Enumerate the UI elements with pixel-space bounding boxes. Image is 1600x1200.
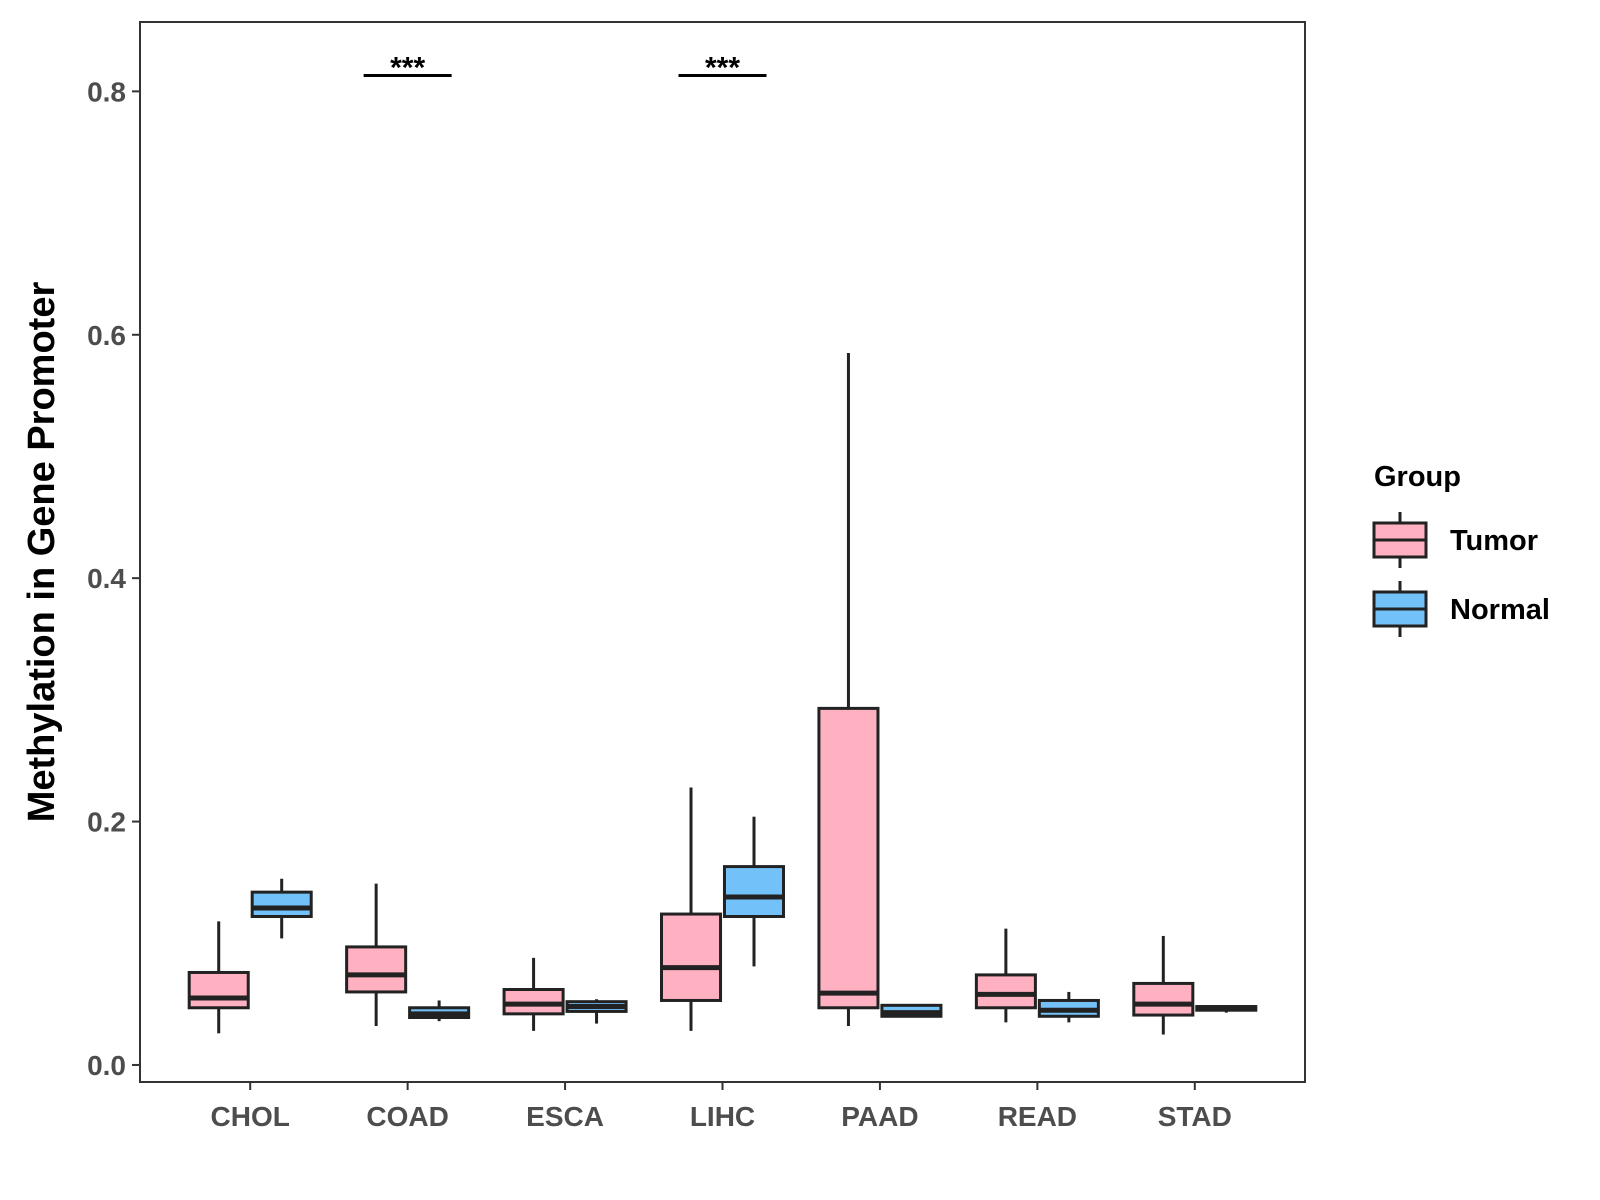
x-tick-label: LIHC (690, 1101, 755, 1132)
box-tumor-paad (817, 353, 880, 1027)
box-normal-stad (1195, 1005, 1258, 1013)
box-body (974, 973, 1037, 1010)
box-normal-coad (408, 1000, 471, 1022)
x-axis: CHOL COAD ESCA LIHC PAAD READ STAD (211, 1082, 1232, 1132)
box-series (187, 353, 1258, 1035)
box-body (817, 706, 880, 1010)
legend: Group Tumor Normal (1372, 461, 1550, 637)
y-tick-label: 0.8 (87, 76, 126, 107)
legend-key-normal (1372, 581, 1428, 637)
legend-title: Group (1374, 461, 1461, 493)
significance-annotations: *** *** (363, 52, 767, 85)
box-tumor-chol (187, 921, 250, 1034)
x-tick-label: ESCA (526, 1101, 604, 1132)
box-normal-lihc (722, 816, 786, 967)
legend-label-normal: Normal (1450, 594, 1550, 626)
box-tumor-read (974, 928, 1037, 1023)
significance-label: *** (390, 52, 425, 85)
box-normal-read (1037, 991, 1100, 1023)
significance-label: *** (705, 52, 740, 85)
box-body (250, 890, 313, 918)
box-normal-chol (250, 878, 313, 939)
y-axis-title: Methylation in Gene Promoter (21, 282, 63, 823)
box-tumor-esca (502, 957, 565, 1031)
x-tick-label: COAD (366, 1101, 448, 1132)
x-tick-label: READ (998, 1101, 1077, 1132)
y-tick-label: 0.6 (87, 320, 126, 351)
panel-border (139, 21, 1306, 1083)
box-tumor-lihc (659, 787, 723, 1031)
y-axis: 0.0 0.2 0.4 0.6 0.8 (87, 76, 140, 1081)
y-tick-label: 0.4 (87, 563, 126, 594)
x-tick-label: CHOL (211, 1101, 290, 1132)
y-tick-label: 0.2 (87, 807, 126, 838)
box-body (659, 912, 723, 1002)
box-body (187, 970, 250, 1010)
legend-key-tumor (1372, 512, 1428, 568)
box-body (345, 945, 408, 994)
box-tumor-coad (345, 883, 408, 1027)
x-tick-label: PAAD (841, 1101, 918, 1132)
legend-label-tumor: Tumor (1450, 525, 1538, 557)
box-body (722, 865, 786, 918)
box-body (1132, 981, 1195, 1017)
y-tick-label: 0.0 (87, 1050, 126, 1081)
box-normal-esca (565, 999, 628, 1024)
box-normal-paad (880, 1003, 943, 1018)
box-tumor-stad (1132, 935, 1195, 1035)
x-tick-label: STAD (1158, 1101, 1232, 1132)
